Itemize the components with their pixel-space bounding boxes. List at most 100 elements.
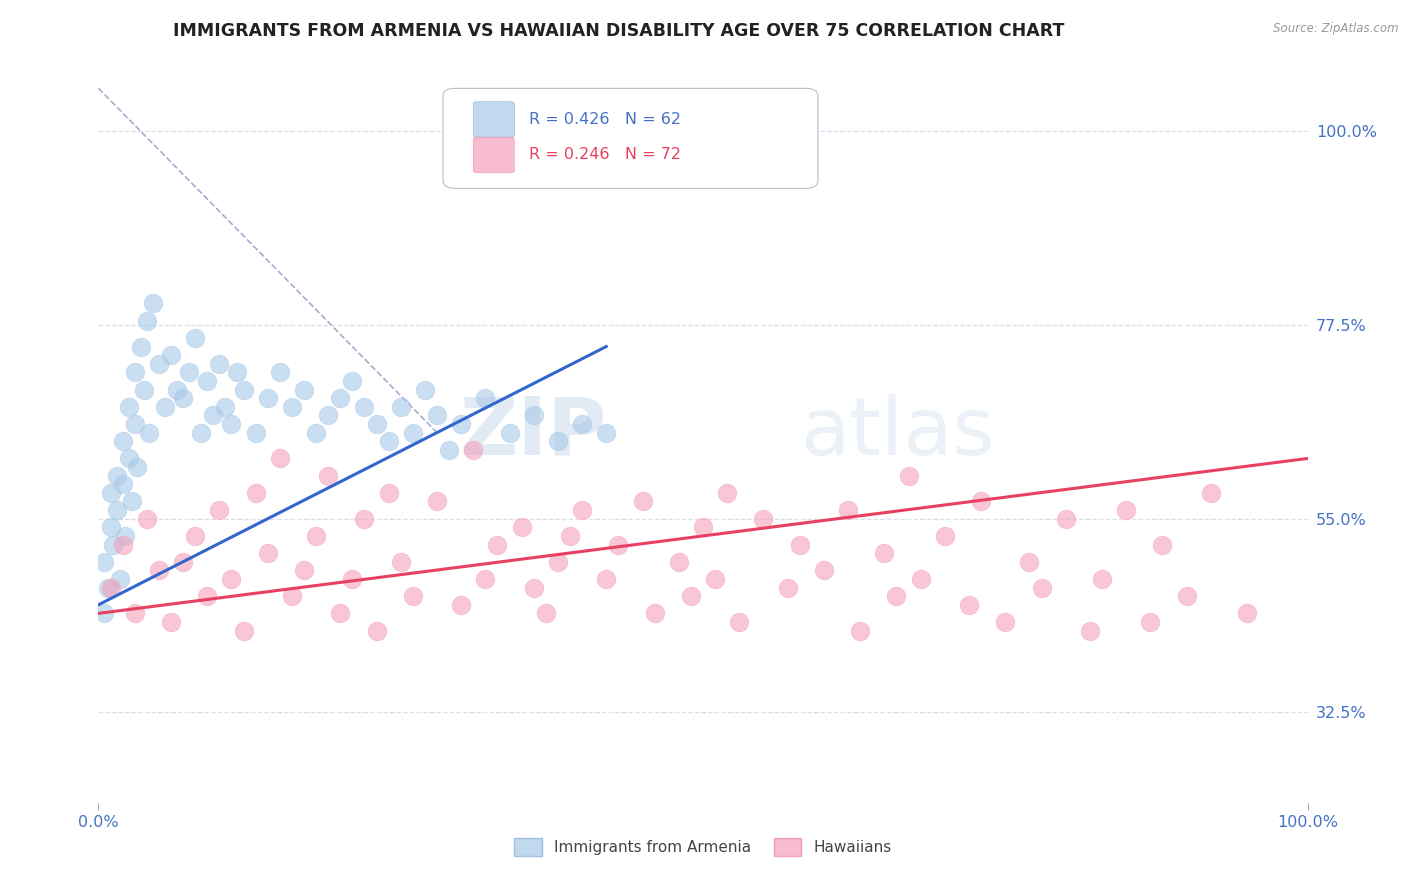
Point	[100, 581, 122, 595]
Point	[256, 391, 278, 405]
Point	[111, 537, 134, 551]
Point	[377, 486, 399, 500]
Point	[910, 572, 932, 586]
Point	[269, 365, 291, 379]
Point	[172, 391, 194, 405]
Point	[1078, 624, 1101, 638]
Point	[245, 486, 267, 500]
Point	[1091, 572, 1114, 586]
Point	[124, 365, 146, 379]
Point	[413, 383, 436, 397]
Point	[752, 512, 775, 526]
Point	[498, 425, 520, 440]
Point	[353, 400, 375, 414]
Point	[226, 365, 249, 379]
Point	[426, 494, 449, 508]
Point	[316, 409, 339, 423]
Point	[138, 425, 160, 440]
Point	[668, 555, 690, 569]
Point	[510, 520, 533, 534]
Point	[214, 400, 236, 414]
Point	[256, 546, 278, 560]
Point	[523, 409, 546, 423]
Point	[450, 417, 472, 431]
Point	[111, 434, 134, 449]
Text: atlas: atlas	[800, 393, 994, 472]
Point	[934, 529, 956, 543]
Point	[1018, 555, 1040, 569]
Point	[135, 512, 157, 526]
FancyBboxPatch shape	[474, 102, 515, 137]
Point	[148, 357, 170, 371]
Point	[329, 391, 352, 405]
Text: Source: ZipAtlas.com: Source: ZipAtlas.com	[1274, 22, 1399, 36]
Point	[281, 589, 304, 603]
Point	[426, 409, 449, 423]
Point	[114, 529, 136, 543]
Point	[269, 451, 291, 466]
Point	[463, 442, 485, 457]
Point	[184, 529, 207, 543]
Point	[105, 503, 128, 517]
Point	[142, 296, 165, 310]
Point	[558, 529, 581, 543]
Point	[486, 537, 509, 551]
Point	[124, 607, 146, 621]
Text: ZIP: ZIP	[458, 393, 606, 472]
Point	[377, 434, 399, 449]
Point	[124, 417, 146, 431]
Point	[245, 425, 267, 440]
Point	[547, 434, 569, 449]
Point	[202, 409, 225, 423]
Point	[595, 572, 617, 586]
Point	[208, 503, 231, 517]
Point	[111, 477, 134, 491]
Point	[184, 331, 207, 345]
Point	[389, 400, 412, 414]
Point	[1199, 486, 1222, 500]
Point	[342, 572, 364, 586]
Point	[342, 374, 364, 388]
Point	[1236, 607, 1258, 621]
Point	[1054, 512, 1077, 526]
Point	[195, 374, 218, 388]
Point	[450, 598, 472, 612]
Point	[195, 589, 218, 603]
Point	[1139, 615, 1161, 629]
Text: IMMIGRANTS FROM ARMENIA VS HAWAIIAN DISABILITY AGE OVER 75 CORRELATION CHART: IMMIGRANTS FROM ARMENIA VS HAWAIIAN DISA…	[173, 22, 1064, 40]
Point	[329, 607, 352, 621]
Point	[190, 425, 212, 440]
Point	[160, 348, 183, 362]
FancyBboxPatch shape	[443, 88, 818, 188]
Point	[547, 555, 569, 569]
Point	[316, 468, 339, 483]
Point	[232, 383, 254, 397]
Point	[837, 503, 859, 517]
Text: R = 0.426   N = 62: R = 0.426 N = 62	[529, 112, 681, 127]
Point	[127, 460, 149, 475]
Point	[93, 607, 115, 621]
Point	[994, 615, 1017, 629]
Point	[776, 581, 799, 595]
Point	[100, 486, 122, 500]
Point	[129, 339, 152, 353]
Point	[135, 314, 157, 328]
Point	[305, 529, 328, 543]
Point	[101, 537, 124, 551]
Point	[474, 572, 496, 586]
Point	[292, 383, 315, 397]
Point	[437, 442, 460, 457]
Point	[221, 417, 243, 431]
Point	[716, 486, 738, 500]
Legend: Immigrants from Armenia, Hawaiians: Immigrants from Armenia, Hawaiians	[508, 832, 898, 862]
Point	[679, 589, 702, 603]
Text: R = 0.246   N = 72: R = 0.246 N = 72	[529, 147, 681, 162]
Point	[897, 468, 920, 483]
Point	[118, 451, 141, 466]
Point	[704, 572, 727, 586]
Point	[631, 494, 654, 508]
Point	[571, 503, 593, 517]
Point	[1115, 503, 1137, 517]
Point	[179, 365, 201, 379]
Point	[93, 555, 115, 569]
